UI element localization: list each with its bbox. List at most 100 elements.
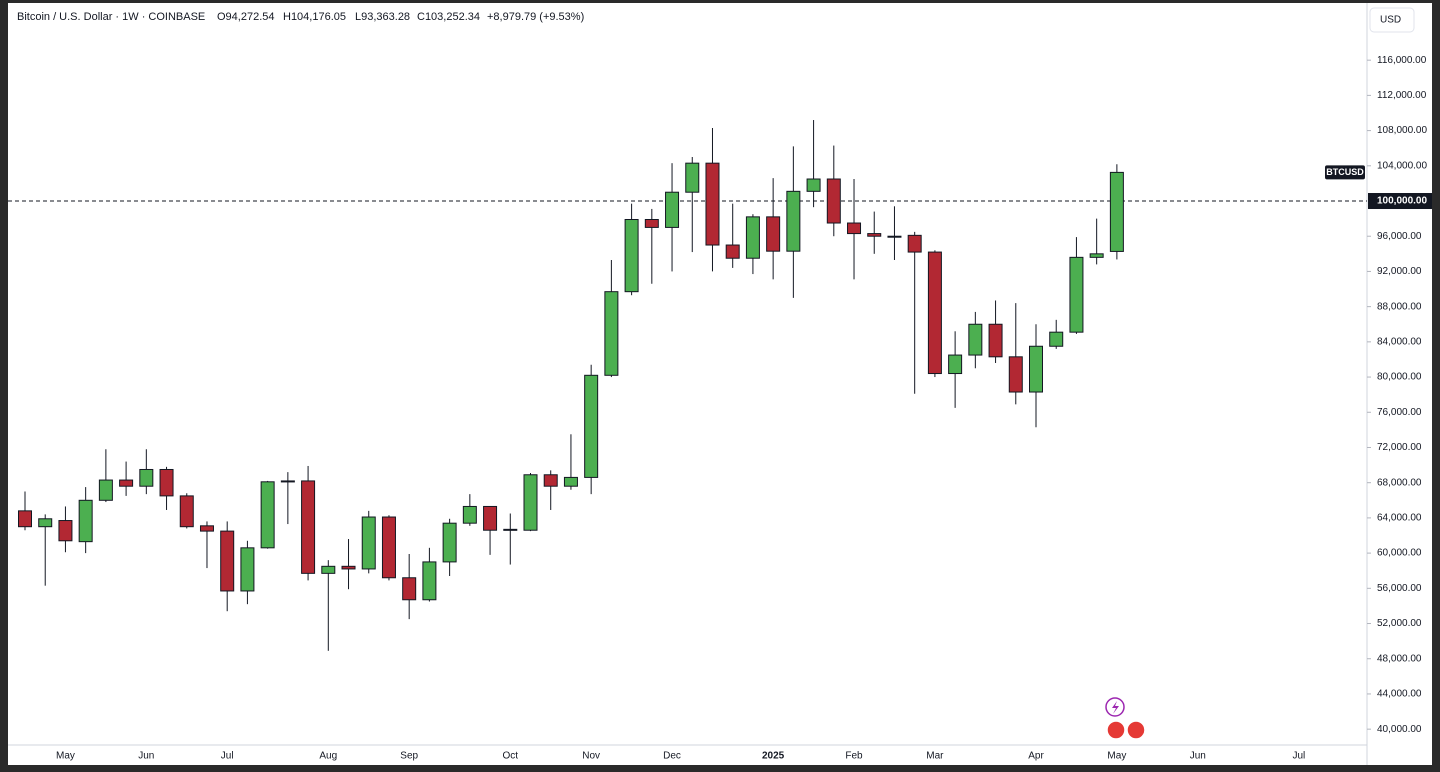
candle-body — [948, 354, 963, 375]
candle-body — [280, 480, 295, 483]
candle-body — [665, 191, 680, 228]
y-tick-label: 76,000.00 — [1377, 407, 1422, 418]
x-tick-label: Apr — [1028, 751, 1044, 762]
candle-body — [503, 528, 518, 531]
chart-background — [8, 3, 1432, 765]
x-tick-label: Dec — [663, 751, 681, 762]
x-tick-label: Jul — [221, 751, 234, 762]
y-tick-label: 104,000.00 — [1377, 160, 1427, 171]
y-tick-label: 56,000.00 — [1377, 583, 1422, 594]
chart-title: Bitcoin / U.S. Dollar · 1W · COINBASE — [17, 11, 205, 23]
candle-body — [826, 178, 841, 224]
last-price-tag: BTCUSD — [1326, 167, 1364, 177]
x-tick-label: Aug — [319, 751, 337, 762]
candle-body — [927, 251, 942, 375]
event-icon[interactable] — [1126, 720, 1146, 740]
candle-body — [422, 561, 437, 601]
candle-body — [220, 530, 235, 592]
x-tick-label: Feb — [845, 751, 863, 762]
candle-body — [584, 374, 599, 478]
y-tick-label: 112,000.00 — [1377, 90, 1427, 101]
candle-body — [98, 479, 113, 501]
candle-body — [78, 499, 93, 543]
ohlc-change: +8,979.79 (+9.53%) — [487, 11, 584, 23]
candle-body — [644, 218, 659, 228]
candle-body — [341, 565, 356, 570]
x-tick-label: May — [56, 751, 75, 762]
candle-body — [1049, 331, 1064, 347]
y-tick-label: 96,000.00 — [1377, 231, 1422, 242]
candle-body — [1029, 345, 1043, 393]
y-tick-label: 88,000.00 — [1377, 301, 1422, 312]
y-tick-label: 80,000.00 — [1377, 372, 1422, 383]
candle-body — [705, 162, 720, 246]
candle-body — [18, 510, 32, 528]
y-tick-label: 52,000.00 — [1377, 618, 1422, 629]
candles — [18, 120, 1124, 651]
y-tick-label: 40,000.00 — [1377, 724, 1422, 735]
candle-body — [523, 474, 538, 531]
currency-label[interactable]: USD — [1380, 15, 1401, 26]
candle-body — [685, 162, 700, 193]
event-icon[interactable] — [1106, 720, 1126, 740]
candle-body — [119, 479, 134, 487]
candle-body — [806, 178, 821, 192]
candle-body — [199, 525, 214, 532]
ohlc-high: H104,176.05 — [283, 11, 346, 23]
candle-body — [624, 218, 639, 293]
header: Bitcoin / U.S. Dollar · 1W · COINBASE O9… — [17, 11, 584, 23]
candle-body — [321, 565, 336, 574]
candle-body — [766, 216, 781, 252]
y-tick-label: 48,000.00 — [1377, 653, 1422, 664]
candle-body — [442, 522, 457, 563]
candle-body — [1109, 171, 1124, 252]
x-tick-label: Oct — [502, 751, 518, 762]
reference-label: 100,000.00 — [1377, 196, 1427, 207]
x-tick-label: Jul — [1292, 751, 1305, 762]
reference-label-box — [1368, 193, 1432, 210]
x-tick-label: May — [1107, 751, 1126, 762]
event-icon-bolt — [1112, 701, 1119, 714]
y-tick-label: 72,000.00 — [1377, 442, 1422, 453]
candle-body — [563, 476, 578, 487]
candle-body — [725, 244, 740, 259]
x-tick-label: Mar — [926, 751, 944, 762]
y-tick-label: 84,000.00 — [1377, 336, 1422, 347]
candle-body — [179, 495, 194, 528]
candle-body — [462, 505, 477, 524]
candle-body — [604, 291, 619, 376]
candle-body — [887, 235, 902, 238]
candle-body — [361, 516, 376, 570]
event-icons — [1105, 697, 1146, 740]
candle-body — [988, 323, 1003, 358]
ohlc-close: C103,252.34 — [417, 11, 480, 23]
currency-button[interactable] — [1369, 7, 1415, 33]
candle-body — [1008, 356, 1023, 393]
candle-body — [38, 518, 53, 528]
candle-body — [543, 474, 558, 487]
candle-body — [745, 216, 760, 259]
candle-body — [58, 520, 73, 542]
x-tick-label: Jun — [138, 751, 154, 762]
y-tick-label: 68,000.00 — [1377, 477, 1422, 488]
candle-body — [867, 233, 882, 237]
x-tick-label: Jun — [1190, 751, 1206, 762]
candle-body — [1069, 256, 1084, 333]
y-tick-label: 116,000.00 — [1377, 55, 1427, 66]
candle-body — [786, 190, 801, 252]
x-tick-label: 2025 — [762, 751, 785, 762]
ohlc-open: O94,272.54 — [217, 11, 275, 23]
candle-body — [159, 468, 174, 497]
x-tick-label: Sep — [400, 751, 418, 762]
candle-body — [968, 323, 983, 356]
candle-body — [402, 577, 417, 601]
candle-body — [240, 547, 255, 592]
last-price-tag-box — [1325, 165, 1365, 180]
candle-body — [260, 481, 275, 549]
y-tick-label: 44,000.00 — [1377, 689, 1422, 700]
candle-body — [301, 480, 316, 574]
x-tick-label: Nov — [582, 751, 600, 762]
y-tick-label: 108,000.00 — [1377, 125, 1427, 136]
ohlc-low: L93,363.28 — [355, 11, 410, 23]
